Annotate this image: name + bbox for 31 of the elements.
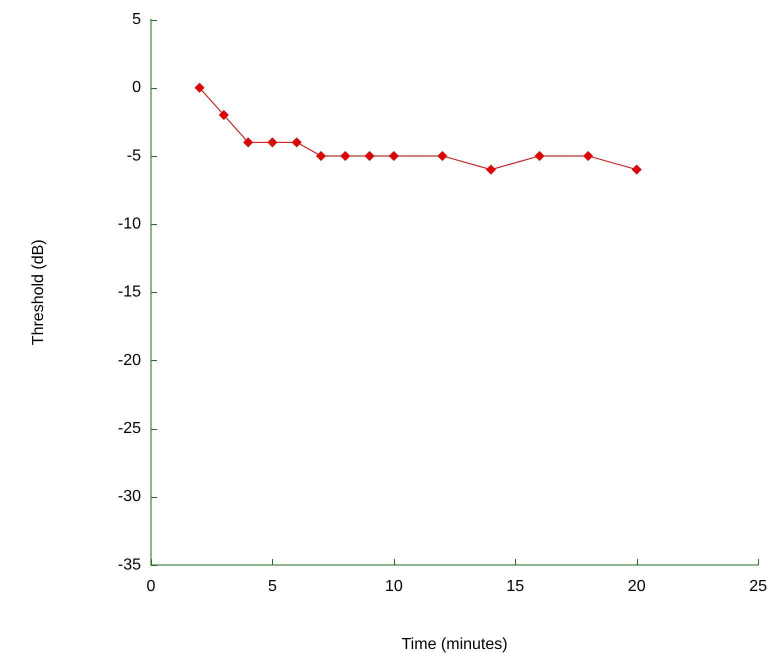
x-tick-label: 0: [146, 578, 156, 596]
y-tick-label: -5: [126, 147, 142, 164]
y-tick-label: -15: [118, 284, 142, 301]
x-tick-label: 25: [749, 578, 768, 596]
point: [194, 82, 205, 93]
point: [364, 150, 375, 161]
x-tick-label: 15: [506, 578, 524, 596]
y-tick-label: -30: [118, 488, 142, 506]
point: [388, 150, 399, 161]
point: [243, 137, 254, 148]
x-tick-label: 20: [628, 578, 646, 596]
x-tick-label: 5: [268, 578, 277, 596]
point: [583, 150, 594, 161]
y-axis-title: Threshold (dB): [30, 239, 48, 346]
point: [340, 150, 350, 161]
y-tick-label: -35: [118, 556, 142, 574]
y-tick-label: -25: [118, 420, 142, 438]
point: [218, 110, 229, 120]
point: [437, 150, 448, 161]
x-tick-label: 10: [384, 578, 403, 596]
y-tick-label: -10: [118, 216, 142, 233]
y-tick-label: 5: [132, 11, 142, 28]
point: [316, 150, 326, 161]
y-tick-label: 0: [132, 79, 142, 96]
y-tick-label: -20: [118, 352, 142, 369]
point: [632, 164, 642, 175]
point: [292, 137, 302, 148]
x-axis-title: Time (minutes): [402, 636, 508, 653]
point: [267, 137, 278, 148]
point: [534, 150, 545, 161]
point: [486, 164, 496, 175]
